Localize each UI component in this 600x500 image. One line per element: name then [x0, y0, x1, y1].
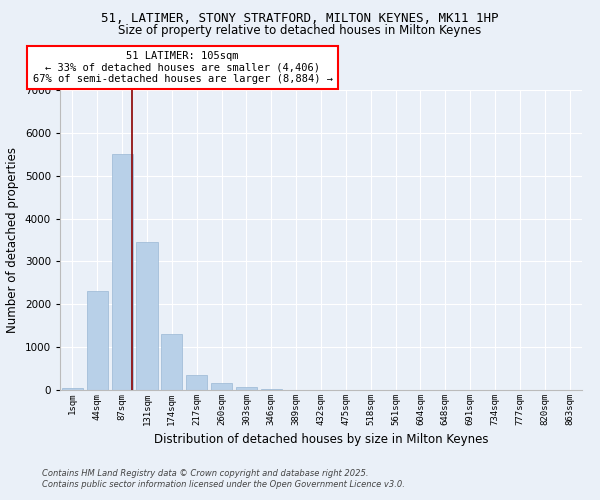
Text: 51, LATIMER, STONY STRATFORD, MILTON KEYNES, MK11 1HP: 51, LATIMER, STONY STRATFORD, MILTON KEY…: [101, 12, 499, 26]
Bar: [112, 154, 133, 390]
Text: 51 LATIMER: 105sqm
← 33% of detached houses are smaller (4,406)
67% of semi-deta: 51 LATIMER: 105sqm ← 33% of detached hou…: [32, 51, 332, 84]
Bar: [87, 292, 108, 390]
Bar: [136, 242, 158, 390]
Bar: [236, 388, 257, 390]
Bar: [211, 382, 232, 390]
Y-axis label: Number of detached properties: Number of detached properties: [6, 147, 19, 333]
Bar: [62, 388, 83, 390]
Bar: [161, 334, 182, 390]
Text: Contains public sector information licensed under the Open Government Licence v3: Contains public sector information licen…: [42, 480, 405, 489]
Bar: [186, 375, 207, 390]
X-axis label: Distribution of detached houses by size in Milton Keynes: Distribution of detached houses by size …: [154, 434, 488, 446]
Bar: [261, 389, 282, 390]
Text: Contains HM Land Registry data © Crown copyright and database right 2025.: Contains HM Land Registry data © Crown c…: [42, 468, 368, 477]
Text: Size of property relative to detached houses in Milton Keynes: Size of property relative to detached ho…: [118, 24, 482, 37]
